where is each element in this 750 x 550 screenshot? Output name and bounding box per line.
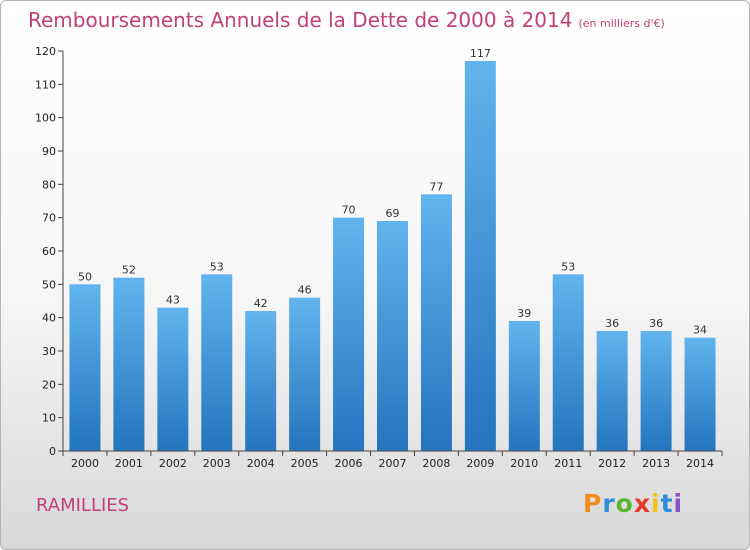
bar-2009	[464, 61, 496, 451]
y-tick-label: 0	[49, 445, 56, 458]
data-label-2002: 43	[166, 294, 180, 307]
x-tick-label-2002: 2002	[159, 457, 187, 470]
bar-2012	[596, 331, 628, 451]
bar-2014	[684, 337, 716, 451]
y-tick-label: 50	[42, 278, 56, 291]
y-tick-label: 110	[35, 78, 56, 91]
chart-title: Remboursements Annuels de la Dette de 20…	[28, 8, 665, 32]
bar-2002	[157, 307, 189, 451]
axes-group: 0 10 20 30 40 50 60 70 80 90 100 110 120 2000 2001 2002…	[35, 45, 723, 470]
logo-letter: o	[615, 489, 634, 518]
y-tick-label: 90	[42, 145, 56, 158]
x-tick-label-2013: 2013	[642, 457, 670, 470]
x-tick-label-2003: 2003	[203, 457, 231, 470]
bar-2000	[69, 284, 101, 451]
logo-letter: P	[583, 489, 603, 518]
y-tick-label: 60	[42, 245, 56, 258]
y-tick-label: 10	[42, 412, 56, 425]
x-tick-label-2010: 2010	[510, 457, 538, 470]
bar-2003	[201, 274, 233, 451]
data-label-2008: 77	[429, 180, 443, 193]
x-tick-label-2007: 2007	[379, 457, 407, 470]
y-tick-label: 30	[42, 345, 56, 358]
bars-group: 50 52 43 53 42 46 70 69 77 117 39 53 36 36 34	[69, 47, 716, 452]
logo-letter: r	[602, 489, 616, 518]
x-tick-label-2000: 2000	[71, 457, 99, 470]
x-tick-label-2006: 2006	[335, 457, 363, 470]
data-label-2007: 69	[386, 207, 400, 220]
data-label-2013: 36	[649, 317, 663, 330]
bar-2007	[377, 221, 408, 451]
unit-label: (en milliers d'€)	[578, 17, 665, 30]
data-label-2010: 39	[517, 307, 531, 320]
x-tick-label-2009: 2009	[466, 457, 494, 470]
bar-2005	[289, 297, 321, 451]
bar-2011	[552, 274, 584, 451]
data-label-2003: 53	[210, 260, 224, 273]
y-tick-label: 80	[42, 178, 56, 191]
data-label-2009: 117	[470, 47, 491, 60]
bar-2013	[640, 331, 672, 451]
logo-letter: t	[660, 489, 674, 518]
data-label-2011: 53	[561, 260, 575, 273]
x-tick-label-2005: 2005	[291, 457, 319, 470]
x-tick-label-2014: 2014	[686, 457, 714, 470]
data-label-2014: 34	[693, 324, 707, 337]
y-tick-label: 20	[42, 378, 56, 391]
y-tick-label: 120	[35, 45, 56, 58]
x-tick-label-2008: 2008	[422, 457, 450, 470]
y-tick-label: 100	[35, 112, 56, 125]
logo-letter: i	[651, 489, 661, 518]
bar-2004	[245, 311, 277, 451]
x-tick-label-2012: 2012	[598, 457, 626, 470]
data-label-2005: 46	[298, 284, 312, 297]
commune-name: RAMILLIES	[36, 495, 130, 516]
bar-2001	[113, 277, 145, 451]
bar-2008	[420, 194, 452, 452]
y-tick-label: 40	[42, 312, 56, 325]
data-label-2006: 70	[342, 204, 356, 217]
x-tick-label-2004: 2004	[247, 457, 275, 470]
logo-letter: x	[633, 489, 651, 518]
x-tick-label-2011: 2011	[554, 457, 582, 470]
logo-letter: i	[673, 489, 684, 518]
data-label-2001: 52	[122, 264, 136, 277]
bar-2006	[333, 217, 365, 451]
x-tick-label-2001: 2001	[115, 457, 143, 470]
data-label-2000: 50	[78, 270, 92, 283]
bar-2010	[508, 321, 540, 451]
data-label-2004: 42	[254, 297, 268, 310]
proxiti-logo: Proxiti	[583, 489, 683, 518]
title-text: Remboursements Annuels de la Dette de 20…	[28, 8, 573, 32]
y-tick-label: 70	[42, 212, 56, 225]
data-label-2012: 36	[605, 317, 619, 330]
